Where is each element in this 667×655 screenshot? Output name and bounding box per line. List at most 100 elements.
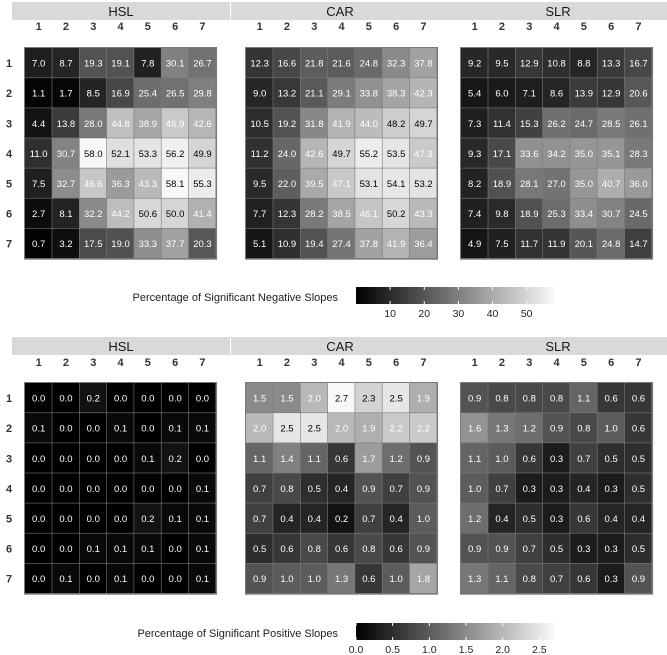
cell-value-label: 0.1 [114, 424, 127, 435]
row-tick-label: 3 [6, 453, 12, 465]
heatmap-cell [161, 138, 189, 168]
cell-value-label: 9.3 [468, 149, 481, 160]
cell-value-label: 36.3 [111, 179, 130, 190]
heatmap-cell [570, 138, 597, 168]
cell-value-label: 0.8 [308, 544, 321, 555]
heatmap-cell [515, 168, 543, 198]
heatmap-cell [409, 443, 437, 473]
heatmap-cell [409, 108, 437, 138]
heatmap-cell [624, 78, 652, 108]
cell-value-label: 1.9 [417, 394, 430, 405]
heatmap-cell [327, 503, 355, 533]
cell-value-label: 0.3 [605, 574, 618, 585]
cell-value-label: 2.5 [308, 424, 321, 435]
heatmap-cell [461, 413, 488, 443]
cell-value-label: 16.9 [111, 89, 130, 100]
cell-value-label: 0.0 [87, 424, 100, 435]
heatmap-cell [461, 473, 488, 503]
cell-value-label: 44.2 [111, 209, 130, 220]
heatmap-cell [246, 563, 273, 594]
colorbar-tick-label: 0.0 [349, 644, 364, 655]
cell-value-label: 18.9 [493, 179, 512, 190]
cell-value-label: 8.6 [550, 89, 563, 100]
cell-value-label: 43.3 [139, 179, 158, 190]
cell-value-label: 1.6 [468, 424, 481, 435]
cell-value-label: 8.5 [87, 89, 100, 100]
heatmap-cell [382, 533, 410, 563]
cell-value-label: 0.0 [169, 574, 182, 585]
heatmap-cell [409, 168, 437, 198]
cell-value-label: 0.1 [87, 544, 100, 555]
heatmap-cell [52, 413, 79, 443]
cell-value-label: 42.6 [305, 149, 324, 160]
heatmap-cell [246, 168, 273, 198]
heatmap-cell [106, 473, 134, 503]
cell-value-label: 0.5 [632, 484, 645, 495]
heatmap-cell [382, 503, 410, 533]
cell-value-label: 0.1 [114, 544, 127, 555]
heatmap-cell [300, 108, 328, 138]
heatmap-cell [161, 78, 189, 108]
panel-strip [449, 2, 667, 20]
heatmap-cell [624, 503, 652, 533]
cell-value-label: 1.0 [605, 424, 618, 435]
cell-value-label: 21.1 [305, 89, 324, 100]
heatmap-cell [134, 533, 161, 563]
row-tick-label: 7 [6, 574, 12, 586]
heatmap-cell [570, 443, 597, 473]
cell-value-label: 26.5 [166, 89, 185, 100]
heatmap-cell [515, 503, 543, 533]
cell-value-label: 1.1 [308, 454, 321, 465]
heatmap-cell [570, 48, 597, 78]
heatmap-cell [161, 443, 189, 473]
cell-value-label: 7.5 [32, 179, 45, 190]
col-tick-label: 4 [338, 357, 345, 369]
heatmap-cell [300, 78, 328, 108]
cell-value-label: 0.7 [495, 484, 508, 495]
heatmap-cell [327, 108, 355, 138]
cell-value-label: 1.0 [280, 574, 293, 585]
heatmap-cell [106, 138, 134, 168]
heatmap-cell [246, 533, 273, 563]
cell-value-label: 0.6 [577, 514, 590, 525]
cell-value-label: 7.8 [141, 59, 154, 70]
heatmap-cell [300, 138, 328, 168]
cell-value-label: 0.9 [417, 544, 430, 555]
cell-value-label: 7.4 [468, 209, 481, 220]
heatmap-cell [327, 138, 355, 168]
heatmap-cell [597, 138, 625, 168]
cell-value-label: 2.7 [32, 209, 45, 220]
heatmap-cell [488, 383, 515, 413]
cell-value-label: 0.0 [169, 544, 182, 555]
panel-title: HSL [108, 4, 133, 19]
cell-value-label: 43.3 [414, 209, 433, 220]
heatmap-cell [79, 473, 107, 503]
cell-value-label: 1.3 [495, 424, 508, 435]
cell-value-label: 0.8 [362, 544, 375, 555]
cell-value-label: 0.0 [59, 514, 72, 525]
heatmap-cell [488, 413, 515, 443]
heatmap-cell [246, 228, 273, 259]
heatmap-cell [161, 413, 189, 443]
cell-value-label: 12.3 [250, 59, 269, 70]
cell-value-label: 0.8 [523, 574, 536, 585]
heatmap-cell [273, 383, 300, 413]
col-tick-label: 1 [472, 21, 478, 33]
cell-value-label: 33.8 [360, 89, 379, 100]
cell-value-label: 25.3 [547, 209, 566, 220]
cell-value-label: 0.5 [550, 544, 563, 555]
heatmap-cell [542, 443, 570, 473]
cell-value-label: 1.1 [32, 89, 45, 100]
cell-value-label: 19.1 [111, 59, 130, 70]
heatmap-cell [52, 503, 79, 533]
heatmap-cell [161, 228, 189, 259]
cell-value-label: 0.0 [32, 574, 45, 585]
cell-value-label: 0.9 [468, 394, 481, 405]
cell-value-label: 19.4 [305, 239, 324, 250]
col-tick-label: 2 [284, 357, 290, 369]
cell-value-label: 8.2 [468, 179, 481, 190]
heatmap-cell [355, 443, 382, 473]
heatmap-cell [597, 48, 625, 78]
cell-value-label: 0.0 [32, 484, 45, 495]
cell-value-label: 7.3 [468, 119, 481, 130]
